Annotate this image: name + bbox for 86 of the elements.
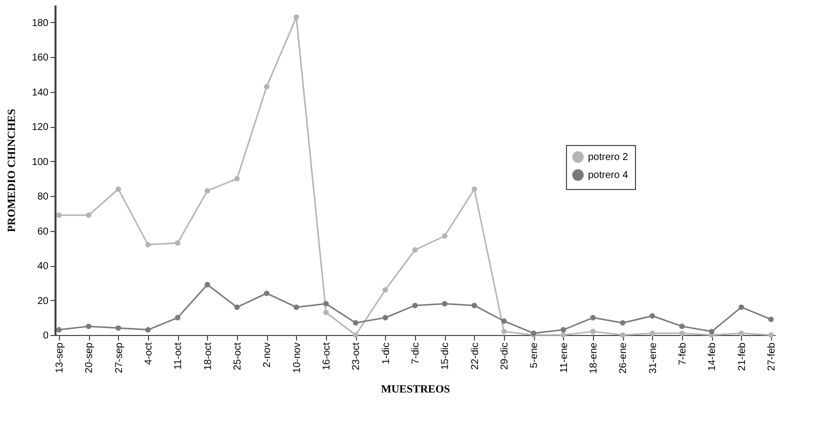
point xyxy=(234,304,240,310)
point xyxy=(174,240,180,246)
y-tick-label: 80 xyxy=(37,192,49,203)
point xyxy=(116,186,122,192)
x-tick-label: 14-feb xyxy=(707,342,718,371)
y-tick-label: 160 xyxy=(32,52,49,64)
x-tick-label: 27-sep xyxy=(114,342,125,374)
y-tick-label: 180 xyxy=(32,18,49,29)
y-tick-label: 140 xyxy=(32,87,49,98)
point xyxy=(768,332,774,338)
point xyxy=(86,212,92,218)
point xyxy=(56,212,62,218)
y-tick-label: 60 xyxy=(37,226,49,238)
x-tick-label: 16-oct xyxy=(322,342,332,370)
x-tick-label: 4-oct xyxy=(144,342,154,365)
point xyxy=(352,320,358,326)
point xyxy=(382,314,388,320)
point xyxy=(234,176,240,182)
x-tick-label: 13-sep xyxy=(54,342,66,374)
point xyxy=(560,332,566,338)
point xyxy=(620,320,626,326)
y-tick-label: 100 xyxy=(32,156,49,168)
point xyxy=(590,314,596,320)
y-axis-title: PROMEDIO CHINCHES xyxy=(6,108,18,232)
point xyxy=(501,318,507,324)
legend-label: potrero 2 xyxy=(588,152,628,163)
point xyxy=(442,301,448,306)
x-tick-label: 21-feb xyxy=(736,342,748,371)
point xyxy=(679,324,685,330)
x-tick-label: 11-oct xyxy=(173,342,184,370)
point xyxy=(382,287,388,293)
point xyxy=(501,328,507,334)
point xyxy=(56,327,62,333)
point xyxy=(679,330,685,336)
point xyxy=(86,324,92,330)
point xyxy=(560,327,566,333)
point xyxy=(352,332,358,338)
point xyxy=(323,310,329,316)
point xyxy=(708,328,714,334)
x-tick-label: 5-ene xyxy=(529,342,540,368)
x-tick-label: 22-dic xyxy=(470,342,481,370)
x-tick-label: 18-ene xyxy=(588,342,600,374)
x-tick-label: 10-nov xyxy=(292,342,303,374)
x-tick-label: 26-ene xyxy=(618,342,630,374)
point xyxy=(264,290,270,296)
legend-label: potrero 4 xyxy=(588,170,628,181)
point xyxy=(204,188,210,194)
point xyxy=(620,332,626,338)
point xyxy=(472,302,478,308)
x-tick-label: 23-oct xyxy=(351,342,362,370)
point xyxy=(738,304,744,310)
point xyxy=(174,314,180,320)
x-tick-label: 31-ene xyxy=(648,342,659,374)
point xyxy=(738,330,744,336)
x-tick-label: 27-feb xyxy=(766,342,778,371)
point xyxy=(442,233,448,239)
point xyxy=(650,313,656,319)
x-tick-label: 15-dic xyxy=(440,342,452,370)
point xyxy=(294,304,300,310)
point xyxy=(204,282,210,288)
x-tick-label: 1-dic xyxy=(380,342,392,364)
x-tick-label: 7-feb xyxy=(678,342,688,366)
x-tick-label: 20-sep xyxy=(84,342,96,374)
y-tick-label: 20 xyxy=(37,296,49,307)
y-tick-label: 40 xyxy=(37,261,49,272)
x-axis-title: MUESTREOS xyxy=(380,384,450,396)
point xyxy=(294,14,300,20)
point xyxy=(650,330,656,336)
point xyxy=(116,325,122,331)
point xyxy=(472,186,478,192)
x-tick-label: 11-ene xyxy=(558,342,570,373)
point xyxy=(412,302,418,308)
y-tick-label: 120 xyxy=(32,122,49,134)
point xyxy=(412,247,418,253)
point xyxy=(145,327,151,333)
point xyxy=(145,242,151,248)
x-tick-label: 25-oct xyxy=(232,342,244,370)
point xyxy=(590,328,596,334)
x-tick-label: 18-oct xyxy=(202,342,214,370)
x-tick-label: 29-dic xyxy=(500,342,510,370)
point xyxy=(768,316,774,322)
x-tick-label: 7-dic xyxy=(410,342,422,364)
x-tick-label: 2-nov xyxy=(262,342,274,368)
y-tick-label: 0 xyxy=(42,330,49,342)
point xyxy=(323,301,329,306)
point xyxy=(264,84,270,90)
